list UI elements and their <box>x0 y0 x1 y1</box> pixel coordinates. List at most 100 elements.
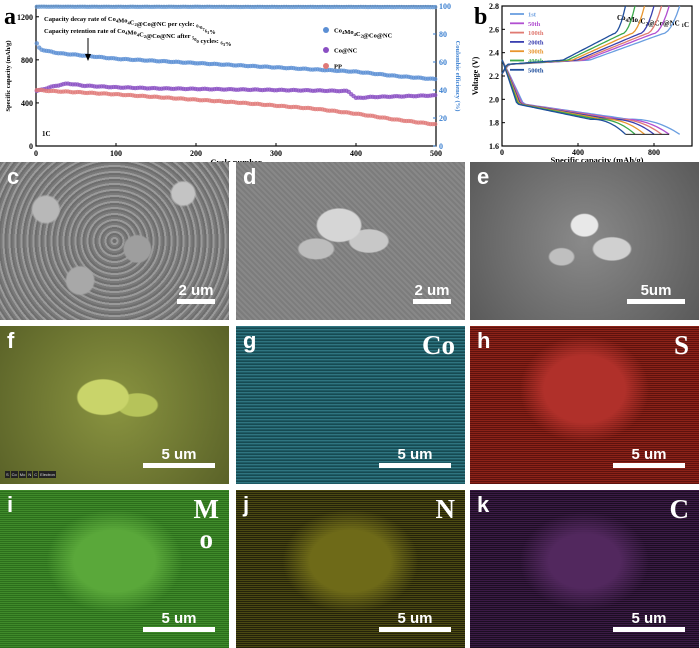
panel-a-cycling-chart: a 0 100 200 300 400 500 0 400 800 1200 0 20 40 60 80 10… <box>0 0 470 167</box>
y2-tick-label-a: 20 <box>439 114 447 123</box>
legend-label-b: 50th <box>528 21 541 28</box>
charge-curve <box>501 5 627 75</box>
micrograph-j: j N 5 um <box>236 490 465 648</box>
scale-bar <box>613 627 685 632</box>
micrograph-c: c 2 um <box>0 162 229 320</box>
scale-bar-label: 5 um <box>161 446 197 463</box>
eds-composite-legend: S Co Mo N C Electron <box>5 471 56 478</box>
y2-tick-label-a: 40 <box>439 86 447 95</box>
element-label: N <box>435 494 456 524</box>
chart-title-b: Co4Mo4C2@Co@NC 1C <box>617 14 689 29</box>
y-tick-label-a: 0 <box>29 142 33 151</box>
x-tick-label-b: 400 <box>572 148 584 157</box>
data-point <box>433 4 438 10</box>
eds-legend-item: S <box>5 471 10 478</box>
y-axis-label-a: Specific capacity (mAh/g) <box>5 40 12 111</box>
x-tick-label-a: 500 <box>430 149 442 158</box>
panel-b-letter: b <box>474 4 487 30</box>
y-tick-label-a: 800 <box>21 56 33 65</box>
x-tick-label-a: 400 <box>350 149 362 158</box>
scale-bar-label: 5 um <box>631 610 667 627</box>
data-point <box>433 76 438 82</box>
panel-b-voltage-chart: b 0 400 800 1.6 1.8 2.0 2.2 2.4 2.6 2.8 Specific c… <box>470 0 700 165</box>
x-tick-label-a: 100 <box>110 149 122 158</box>
discharge-curve <box>501 59 636 135</box>
panel-a-letter: a <box>4 4 16 30</box>
panel-letter: c <box>7 164 20 189</box>
x-tick-label-a: 200 <box>190 149 202 158</box>
y2-tick-label-a: 100 <box>439 2 451 11</box>
legend-label-b: 200th <box>528 39 544 46</box>
data-point <box>433 121 438 127</box>
y-axis-label-b: Voltage (V) <box>471 56 480 95</box>
legend-label-b: 100th <box>528 30 544 37</box>
element-label: C <box>669 494 690 524</box>
panel-letter: i <box>7 492 14 517</box>
micrograph-k: k C 5 um <box>470 490 699 648</box>
legend-marker-a <box>323 47 329 53</box>
y2-tick-label-a: 0 <box>439 142 443 151</box>
y-tick-label-b: 2.2 <box>489 72 499 81</box>
scale-bar <box>379 463 451 468</box>
scale-bar-label: 5um <box>640 282 672 299</box>
series-a-1 <box>34 81 438 101</box>
y-tick-label-a: 400 <box>21 99 33 108</box>
scale-bar <box>177 299 215 304</box>
scale-bar <box>627 299 685 304</box>
scale-bar <box>143 463 215 468</box>
annotation-arrow-head <box>85 54 91 61</box>
scale-bar-label: 2 um <box>178 282 214 299</box>
y-tick-label-b: 2.6 <box>489 25 499 34</box>
legend-marker-a <box>323 27 329 33</box>
micrograph-h: h S 5 um <box>470 326 699 484</box>
x-axis-label-b: Specific capacity (mAh/g) <box>550 155 643 162</box>
panel-letter: f <box>7 328 15 353</box>
legend-label-a: PP <box>334 64 342 71</box>
panel-letter: e <box>477 164 490 189</box>
micrograph-i: i M o 5 um <box>0 490 229 648</box>
micrograph-f: f 5 um S Co Mo N C Electron <box>0 326 229 484</box>
scale-bar-label: 5 um <box>161 610 197 627</box>
scale-bar-label: 5 um <box>631 446 667 463</box>
y2-tick-label-a: 80 <box>439 30 447 39</box>
x-tick-label-b: 800 <box>648 148 660 157</box>
discharge-curve <box>501 59 645 135</box>
annotation-retention: Capacity retention rate of Co4Mo4C2@Co@N… <box>44 28 232 48</box>
panel-letter: k <box>477 492 490 517</box>
voltage-profile-svg: b 0 400 800 1.6 1.8 2.0 2.2 2.4 2.6 2.8 Specific c… <box>471 2 693 165</box>
scale-bar-label: 5 um <box>397 610 433 627</box>
legend-label-b: 1st <box>528 12 537 19</box>
legend-label-a: Co4Mo4C2@Co@NC <box>334 28 393 40</box>
cycling-performance-svg: a 0 100 200 300 400 5000400800120002040608010… <box>4 2 461 167</box>
legend-label-b: 300th <box>528 49 544 56</box>
series-a-3 <box>34 4 438 10</box>
panel-letter: d <box>243 164 257 189</box>
discharge-curve <box>501 59 626 135</box>
panel-letter: g <box>243 328 257 353</box>
y-tick-label-b: 2.0 <box>489 95 499 104</box>
legend-label-b: 500th <box>528 67 544 74</box>
scale-bar-label: 2 um <box>414 282 450 299</box>
scale-bar-label: 5 um <box>397 446 433 463</box>
curve-b-500th <box>501 5 627 135</box>
y-tick-label-b: 2.4 <box>489 49 499 58</box>
y-tick-label-a: 1200 <box>17 13 33 22</box>
x-tick-label-a: 0 <box>34 149 38 158</box>
element-label: S <box>673 330 689 360</box>
annotation-rate: 1C <box>42 130 51 138</box>
micrograph-d: d 2 um <box>236 162 465 320</box>
y2-axis-label-a: Coulombic efficiency (%) <box>454 41 461 112</box>
panel-letter: j <box>243 492 250 517</box>
scale-bar <box>413 299 451 304</box>
scale-bar <box>379 627 451 632</box>
data-point <box>34 41 39 46</box>
series-a-0 <box>34 41 438 82</box>
eds-legend-item: Mo <box>18 471 27 478</box>
y-tick-label-b: 2.8 <box>489 2 499 11</box>
y-tick-label-b: 1.8 <box>489 119 499 128</box>
micrograph-e: e 5um <box>470 162 699 320</box>
element-label: M o <box>193 494 219 554</box>
y-tick-label-b: 1.6 <box>489 142 499 151</box>
micrograph-g: g Co 5 um <box>236 326 465 484</box>
discharge-curve <box>501 59 655 135</box>
